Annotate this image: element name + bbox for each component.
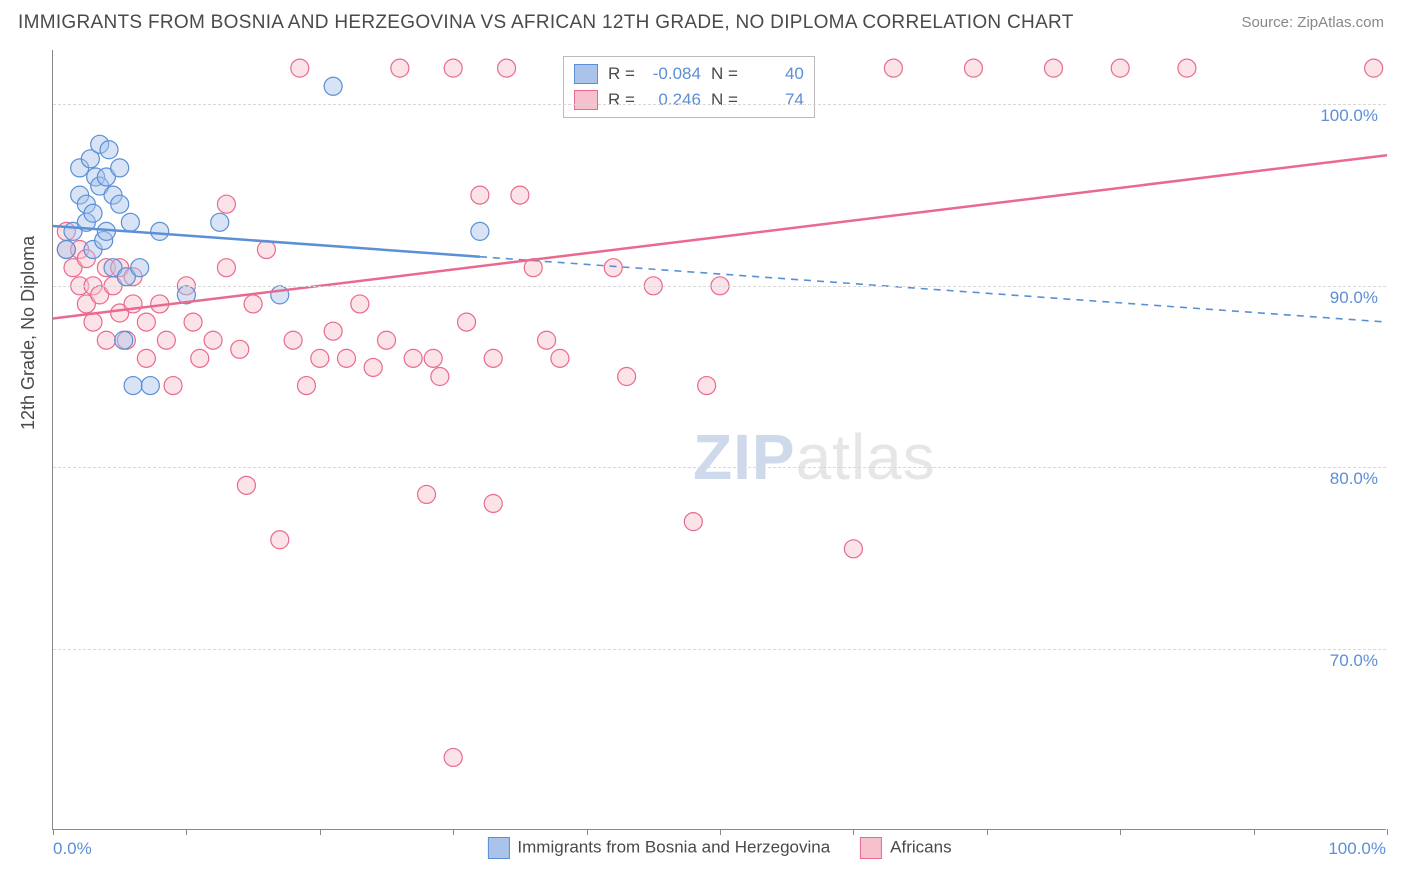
- legend-n-val-1: 40: [748, 61, 804, 87]
- legend-r-label: R =: [608, 87, 635, 113]
- x-tick: [1120, 829, 1121, 835]
- x-tick: [1387, 829, 1388, 835]
- legend-n-label: N =: [711, 87, 738, 113]
- x-tick: [186, 829, 187, 835]
- legend-swatch-1: [574, 64, 598, 84]
- legend-r-label: R =: [608, 61, 635, 87]
- grid-line: [53, 649, 1386, 650]
- x-tick: [987, 829, 988, 835]
- legend-stats: R = -0.084 N = 40 R = 0.246 N = 74: [563, 56, 815, 118]
- x-tick: [853, 829, 854, 835]
- x-tick: [320, 829, 321, 835]
- y-tick-label: 70.0%: [1330, 651, 1378, 671]
- grid-line: [53, 104, 1386, 105]
- legend-r-val-1: -0.084: [645, 61, 701, 87]
- legend-swatch-icon: [860, 837, 882, 859]
- legend-row-2: R = 0.246 N = 74: [574, 87, 804, 113]
- legend-bottom: Immigrants from Bosnia and Herzegovina A…: [487, 837, 951, 859]
- legend-label-1: Immigrants from Bosnia and Herzegovina: [517, 837, 830, 856]
- plot-area: ZIPatlas R = -0.084 N = 40 R = 0.246 N =…: [52, 50, 1386, 830]
- legend-n-label: N =: [711, 61, 738, 87]
- grid-line: [53, 286, 1386, 287]
- x-tick: [1254, 829, 1255, 835]
- chart-title: IMMIGRANTS FROM BOSNIA AND HERZEGOVINA V…: [18, 12, 1074, 34]
- x-axis-min-label: 0.0%: [53, 839, 92, 859]
- legend-label-2: Africans: [890, 837, 951, 856]
- legend-n-val-2: 74: [748, 87, 804, 113]
- legend-item-2: Africans: [860, 837, 951, 859]
- legend-row-1: R = -0.084 N = 40: [574, 61, 804, 87]
- x-tick: [453, 829, 454, 835]
- x-tick: [587, 829, 588, 835]
- grid-line: [53, 467, 1386, 468]
- y-tick-label: 90.0%: [1330, 288, 1378, 308]
- y-axis-label: 12th Grade, No Diploma: [18, 236, 39, 430]
- y-tick-label: 80.0%: [1330, 469, 1378, 489]
- y-tick-label: 100.0%: [1320, 106, 1378, 126]
- legend-r-val-2: 0.246: [645, 87, 701, 113]
- legend-item-1: Immigrants from Bosnia and Herzegovina: [487, 837, 830, 859]
- x-axis-max-label: 100.0%: [1328, 839, 1386, 859]
- x-tick: [720, 829, 721, 835]
- x-tick: [53, 829, 54, 835]
- legend-swatch-icon: [487, 837, 509, 859]
- plot-svg: [53, 50, 1386, 829]
- source-credit: Source: ZipAtlas.com: [1241, 14, 1384, 31]
- legend-swatch-2: [574, 90, 598, 110]
